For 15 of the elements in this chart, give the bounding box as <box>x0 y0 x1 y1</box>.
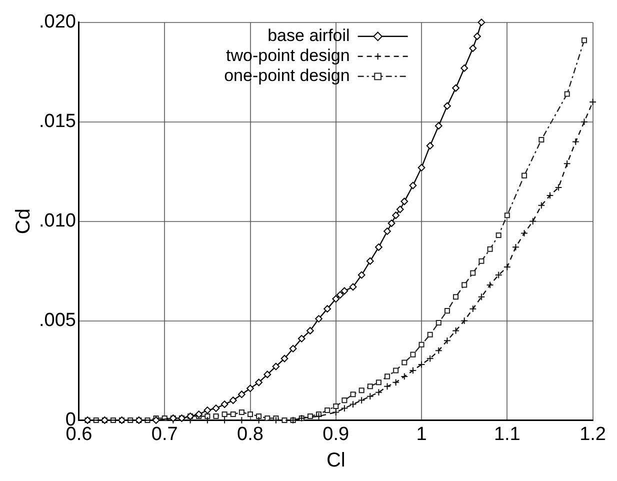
x-axis-title: Cl <box>326 450 346 472</box>
x-tick-label: 1.1 <box>494 424 520 445</box>
y-axis-title: Cd <box>12 208 35 234</box>
x-tick-label: 0.8 <box>237 424 264 445</box>
legend-label: one-point design <box>224 66 350 86</box>
x-tick-label: 1.2 <box>580 424 606 445</box>
legend-label: base airfoil <box>268 26 350 46</box>
y-tick-label: .020 <box>38 12 76 33</box>
y-tick-label: .015 <box>38 111 76 132</box>
x-tick-label: 1 <box>416 424 427 445</box>
y-tick-label: .005 <box>38 310 76 331</box>
y-tick-label: .010 <box>38 210 76 232</box>
legend-label: two-point design <box>226 46 350 66</box>
x-tick-label: 0.9 <box>322 424 350 445</box>
x-tick-label: 0.7 <box>151 424 178 445</box>
